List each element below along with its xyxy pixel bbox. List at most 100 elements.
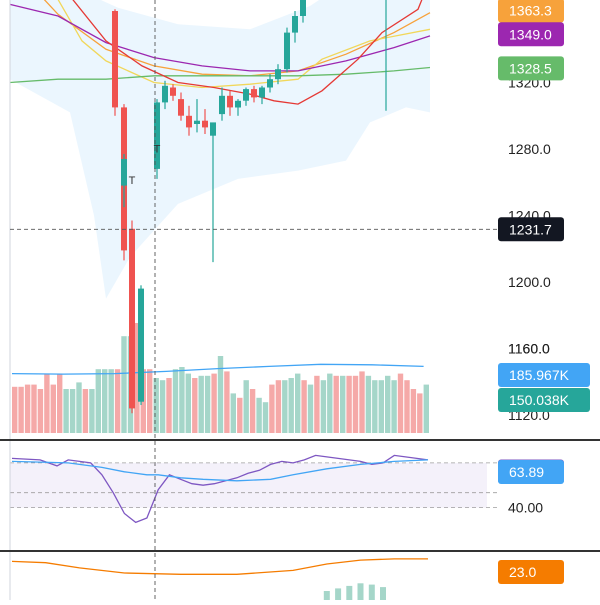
moving-average-orange	[43, 0, 431, 77]
price-labels: 1363.3 1349.0 1328.5 1231.7 185.967K 150.038K…	[498, 0, 590, 584]
price-label-badge: 1231.7	[498, 217, 564, 242]
price-label-text: 1349.0	[509, 26, 552, 42]
volume-bar	[147, 369, 153, 433]
macd-line	[11, 558, 428, 575]
candle-body	[186, 115, 192, 128]
candle	[275, 64, 281, 85]
candle	[284, 27, 290, 73]
price-label-badge: 1328.5	[498, 56, 564, 81]
candle	[243, 87, 249, 106]
volume-bar	[397, 373, 404, 433]
rsi-tick-label: 40.00	[508, 500, 543, 516]
price-axis: 1320.01280.01240.01200.01160.01120.040.0…	[508, 75, 551, 516]
candle-body	[243, 89, 249, 101]
candle	[219, 87, 225, 121]
candle	[251, 85, 257, 103]
candle	[227, 90, 233, 116]
volume-bar	[179, 367, 185, 433]
volume-bar	[333, 375, 339, 433]
volume-bar	[378, 380, 384, 433]
volume-bar	[301, 380, 307, 433]
candle-body	[129, 228, 135, 409]
macd-histogram-bar	[346, 585, 353, 600]
volume-bar	[114, 369, 121, 433]
candle	[121, 154, 127, 208]
candle	[186, 105, 192, 136]
moving-average-purple	[9, 3, 431, 72]
volume-bar	[249, 389, 256, 433]
volume-bar	[307, 384, 314, 433]
rsi-band	[10, 462, 487, 508]
candle-body	[178, 99, 184, 116]
candle	[129, 220, 135, 414]
volume-bar	[256, 397, 262, 433]
macd-histogram-bar	[335, 588, 342, 600]
candle-body	[251, 89, 257, 98]
volume-bar	[282, 380, 288, 433]
volume-bar	[31, 384, 37, 433]
macd-histogram-bar	[368, 584, 375, 600]
price-label-text: 1231.7	[509, 221, 552, 237]
candle	[112, 9, 118, 116]
volume-bar	[327, 373, 333, 433]
y-tick-label: 1160.0	[508, 341, 550, 357]
volume-bar	[262, 402, 269, 433]
volume-bar	[404, 380, 410, 433]
candle-body	[267, 79, 273, 88]
volume-bar	[385, 375, 391, 433]
candle-body	[162, 85, 168, 103]
candle-body	[202, 120, 208, 128]
candle-body	[235, 100, 241, 108]
volume-bar	[211, 373, 217, 433]
volume-bar	[359, 371, 365, 433]
event-marker-label: T	[129, 175, 136, 187]
candle	[170, 84, 176, 101]
candle	[292, 11, 298, 43]
volume-moving-average	[11, 363, 424, 375]
price-label-badge: 1363.3	[498, 0, 564, 23]
volume-bar	[288, 378, 294, 433]
price-label-badge: 1349.0	[498, 22, 564, 47]
volume-bar	[410, 389, 417, 433]
volume-bar	[95, 369, 101, 433]
volume-bar	[82, 389, 89, 433]
volume-bar	[102, 369, 108, 433]
price-label-badge: 185.967K	[498, 363, 590, 387]
volume-bar	[159, 380, 166, 433]
volume-bar	[269, 384, 275, 433]
candle-body	[194, 120, 200, 124]
volume-bar	[237, 397, 243, 433]
candle-body	[292, 16, 298, 33]
candle-body	[275, 69, 281, 80]
moving-average-yellow	[57, 0, 431, 89]
candle-body	[210, 122, 216, 136]
volume-bar	[44, 373, 50, 433]
price-label-text: 63.89	[509, 464, 544, 480]
candle	[178, 92, 184, 121]
volume-bar	[340, 375, 346, 433]
volume-bar	[153, 378, 159, 433]
volume-bar	[230, 393, 236, 433]
volume-bar	[320, 380, 327, 433]
volume-bar	[372, 380, 378, 433]
volume-bar	[204, 375, 211, 433]
candle	[267, 74, 273, 93]
candle-body	[259, 87, 265, 98]
volume-bar	[217, 356, 224, 433]
volume-bar	[198, 375, 204, 433]
y-tick-label: 1280.0	[508, 141, 551, 157]
candle	[162, 80, 168, 110]
moving-average-green	[9, 66, 431, 84]
volume-bar	[352, 375, 359, 433]
volume-bar	[243, 380, 249, 433]
candlestick-series: TTT	[112, 0, 387, 414]
macd-histogram-bar	[323, 591, 330, 600]
volume-bar	[57, 373, 63, 433]
price-label-text: 23.0	[509, 564, 536, 580]
price-label-badge: 63.89	[498, 460, 564, 484]
candle	[154, 99, 160, 179]
candle	[300, 0, 306, 23]
